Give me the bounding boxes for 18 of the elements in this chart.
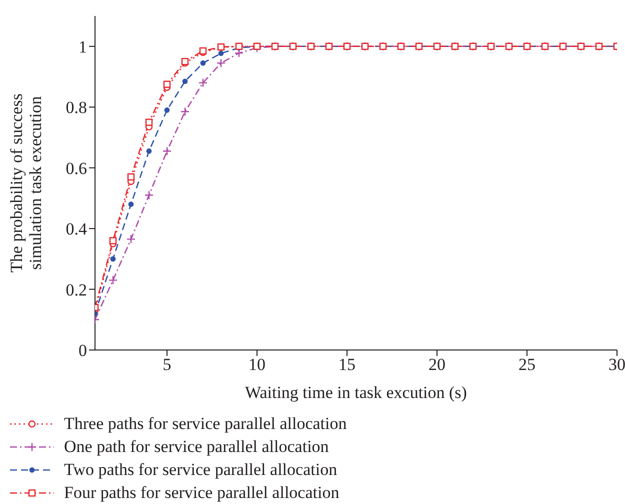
x-tick-label: 15 <box>338 355 356 374</box>
legend-label: Two paths for service parallel allocation <box>64 460 338 480</box>
x-tick-label: 25 <box>518 355 536 374</box>
x-tick-label: 30 <box>608 355 625 374</box>
y-tick-label: 0.8 <box>66 98 87 118</box>
legend-label: Three paths for service parallel allocation <box>64 414 347 434</box>
y-tick-label: 0 <box>78 341 87 360</box>
legend-label: One path for service parallel allocation <box>64 436 329 456</box>
y-axis-title: The probability of success simulation task execution <box>7 94 45 272</box>
y-tick-label: 0.4 <box>66 220 88 239</box>
x-tick-label: 5 <box>162 355 172 374</box>
x-tick-label: 20 <box>428 355 446 374</box>
y-tick-label: 0.6 <box>66 158 87 178</box>
y-tick-label: 0.2 <box>66 280 87 300</box>
x-axis-title: Waiting time in task excution (s) <box>245 383 467 402</box>
legend-label: Four paths for service parallel allocation <box>64 482 340 502</box>
x-tick-label: 10 <box>248 355 266 374</box>
y-tick-label: 1 <box>78 37 87 56</box>
